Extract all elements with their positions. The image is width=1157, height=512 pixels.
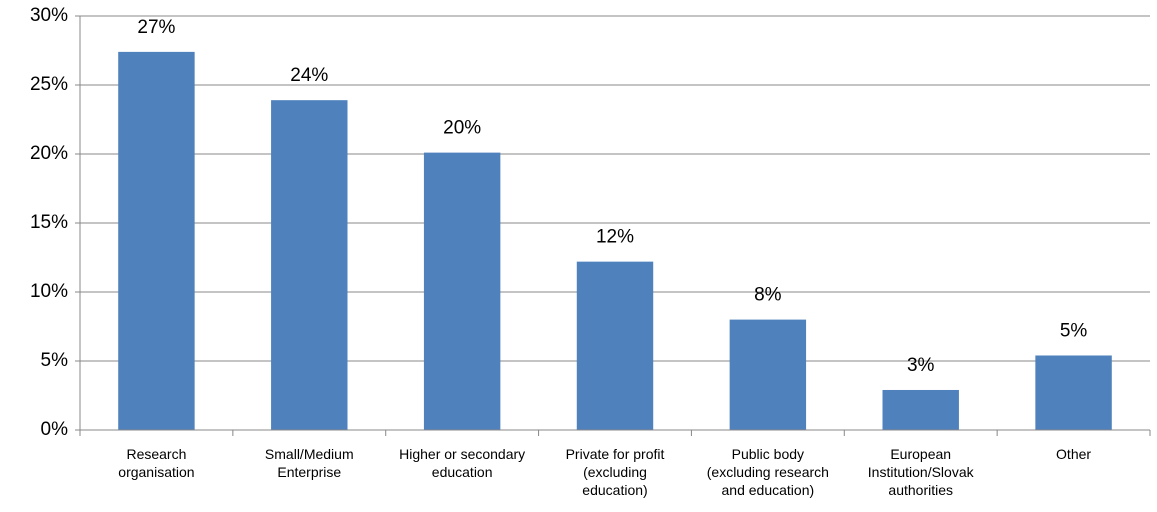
y-tick-label: 15% xyxy=(30,212,68,233)
y-tick-label: 10% xyxy=(30,281,68,302)
bar xyxy=(1035,355,1112,430)
data-label: 3% xyxy=(907,355,935,376)
bar xyxy=(271,100,348,431)
data-label: 12% xyxy=(596,227,634,248)
bar xyxy=(118,51,195,430)
bar xyxy=(423,152,501,430)
x-tick-label: Other xyxy=(1056,446,1092,462)
bar xyxy=(576,261,654,430)
data-label: 5% xyxy=(1060,320,1088,341)
x-tick-label: Higher or secondary education xyxy=(399,446,526,480)
y-tick-label: 0% xyxy=(41,419,69,440)
bar xyxy=(882,389,959,430)
x-tick-label: Small/Medium Enterprise xyxy=(264,446,354,480)
bar xyxy=(729,319,807,430)
data-label: 20% xyxy=(443,118,481,139)
y-tick-label: 5% xyxy=(41,350,69,371)
data-label: 8% xyxy=(754,285,782,306)
y-tick-label: 25% xyxy=(30,74,68,95)
y-tick-label: 30% xyxy=(30,5,68,26)
x-tick-label: European Institution/Slovak authorities xyxy=(867,446,974,498)
x-tick-label: Research organisation xyxy=(118,446,195,480)
data-label: 24% xyxy=(290,65,328,86)
data-label: 27% xyxy=(137,17,175,38)
x-tick-label: Private for profit (excluding education) xyxy=(565,446,665,498)
x-tick-label: Public body (excluding research and educ… xyxy=(706,446,829,498)
y-tick-label: 20% xyxy=(30,143,68,164)
